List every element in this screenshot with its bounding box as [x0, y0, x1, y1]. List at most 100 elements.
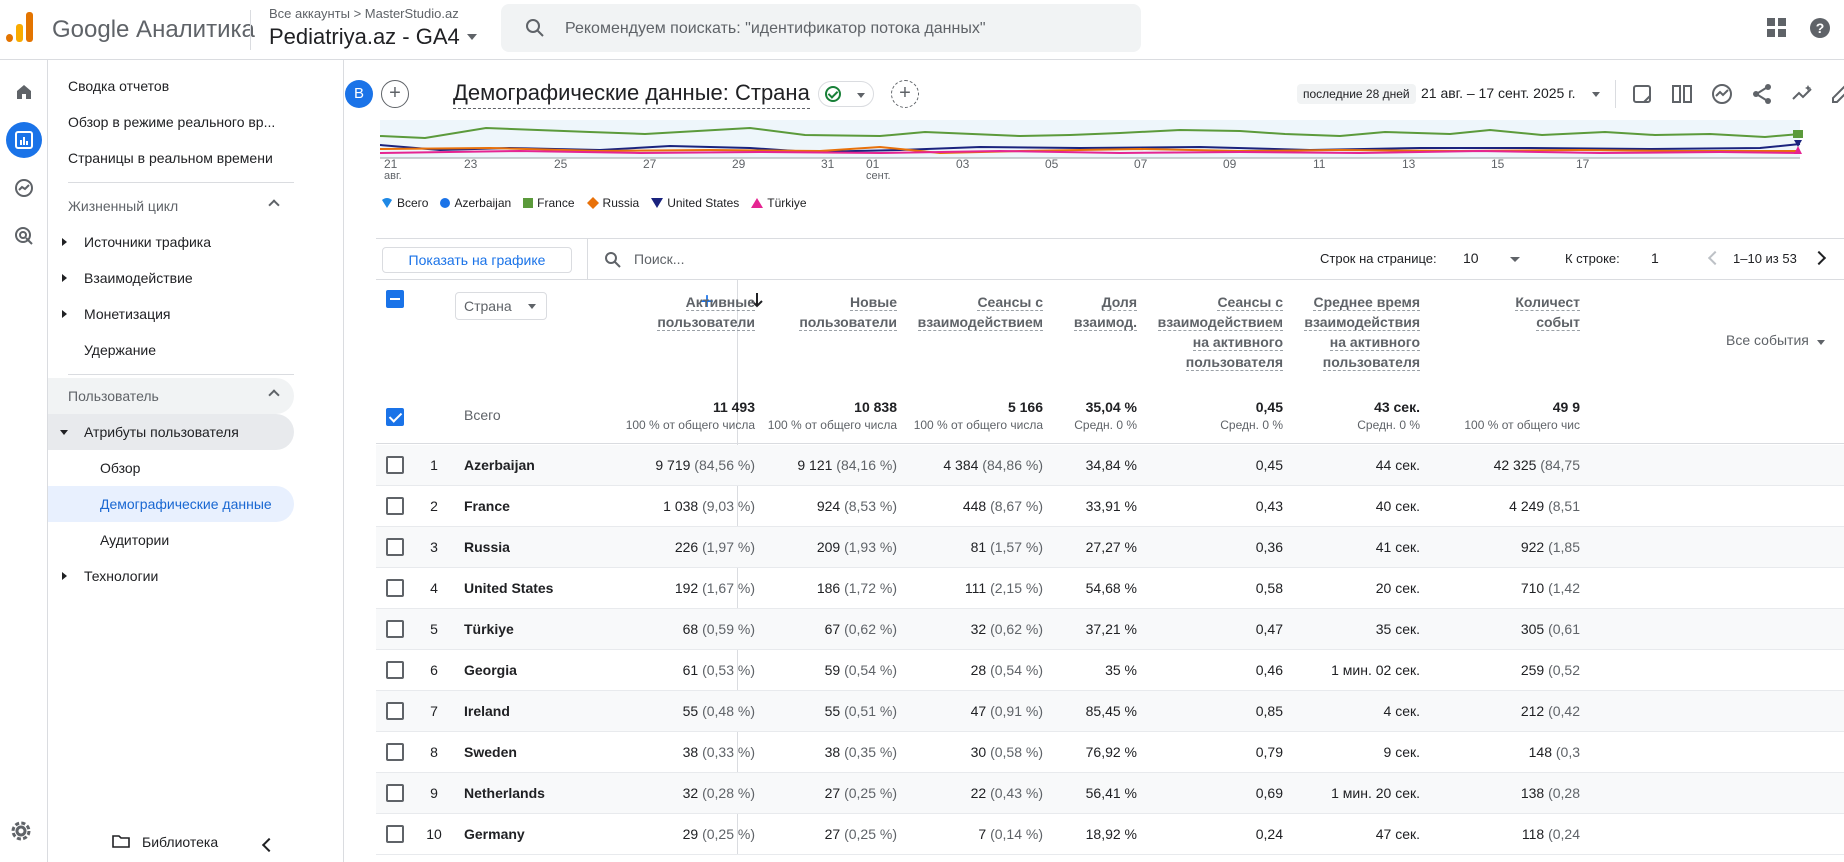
account-breadcrumb[interactable]: Все аккаунты > MasterStudio.az: [269, 6, 459, 21]
country-name[interactable]: France: [464, 498, 510, 514]
table-search-input[interactable]: Поиск...: [634, 251, 685, 267]
table-row[interactable]: 7 Ireland 55 (0,48 %) 55 (0,51 %) 47 (0,91 %…: [376, 691, 1844, 732]
nav-engagement[interactable]: Взаимодействие: [48, 260, 294, 296]
totals-checkbox[interactable]: [386, 408, 404, 426]
trend-sparkle-icon[interactable]: [1790, 82, 1814, 106]
comparison-avatar[interactable]: B: [345, 80, 373, 108]
insights-icon[interactable]: [1710, 82, 1734, 106]
legend-item[interactable]: Russia: [586, 196, 639, 210]
legend-item[interactable]: Azerbaijan: [440, 196, 511, 210]
add-comparison-button[interactable]: +: [381, 80, 409, 108]
chevron-down-icon[interactable]: [1592, 92, 1600, 97]
column-header[interactable]: Среднее время взаимодействия на активного п…: [1304, 292, 1420, 372]
prev-page-icon[interactable]: [1707, 250, 1723, 266]
table-row[interactable]: 10 Germany 29 (0,25 %) 27 (0,25 %) 7 (0,14 %…: [376, 814, 1844, 855]
metric-cell: 59 (0,54 %): [825, 662, 897, 678]
property-selector[interactable]: Pediatriya.az - GA4: [269, 24, 460, 49]
country-name[interactable]: Georgia: [464, 662, 517, 678]
nav-user-attributes[interactable]: Атрибуты пользователя: [48, 414, 294, 450]
nav-realtime-overview[interactable]: Обзор в режиме реального вр...: [48, 104, 294, 140]
events-select[interactable]: Все события: [1726, 332, 1825, 348]
page-title[interactable]: Демографические данные: Страна: [453, 80, 810, 109]
legend-item[interactable]: Всего: [381, 196, 428, 210]
row-checkbox[interactable]: [386, 702, 404, 720]
row-checkbox[interactable]: [386, 661, 404, 679]
row-checkbox[interactable]: [386, 784, 404, 802]
nav-monetization[interactable]: Монетизация: [48, 296, 294, 332]
app-title[interactable]: Google Аналитика: [52, 16, 255, 43]
table-row[interactable]: 2 France 1 038 (9,03 %) 924 (8,53 %) 448 (8,…: [376, 486, 1844, 527]
reports-icon[interactable]: [6, 122, 42, 158]
column-header[interactable]: Количест событ: [1515, 292, 1580, 332]
row-checkbox[interactable]: [386, 743, 404, 761]
table-row[interactable]: 9 Netherlands 32 (0,28 %) 27 (0,25 %) 22 (0,…: [376, 773, 1844, 814]
line-chart[interactable]: [380, 120, 1844, 160]
nav-section-user[interactable]: Пользователь: [48, 378, 294, 414]
country-name[interactable]: Netherlands: [464, 785, 545, 801]
table-row[interactable]: 5 Türkiye 68 (0,59 %) 67 (0,62 %) 32 (0,62 %…: [376, 609, 1844, 650]
country-name[interactable]: Türkiye: [464, 621, 514, 637]
chevron-down-icon[interactable]: [1510, 257, 1520, 262]
table-row[interactable]: 1 Azerbaijan 9 719 (84,56 %) 9 121 (84,16 %…: [376, 445, 1844, 486]
nav-reports-snapshot[interactable]: Сводка отчетов: [48, 68, 294, 104]
select-all-checkbox[interactable]: [386, 290, 404, 308]
nav-retention[interactable]: Удержание: [48, 332, 294, 368]
legend-item[interactable]: Türkiye: [751, 196, 807, 210]
column-header[interactable]: Доля взаимод.: [1073, 292, 1137, 332]
country-name[interactable]: Ireland: [464, 703, 510, 719]
table-row[interactable]: 4 United States 192 (1,67 %) 186 (1,72 %) 11…: [376, 568, 1844, 609]
date-range[interactable]: 21 авг. – 17 сент. 2025 г.: [1421, 85, 1576, 101]
country-name[interactable]: Azerbaijan: [464, 457, 535, 473]
next-page-icon[interactable]: [1811, 250, 1827, 266]
advertising-icon[interactable]: [6, 218, 42, 254]
column-header[interactable]: Сеансы с взаимодействием: [917, 292, 1043, 332]
column-header[interactable]: Активные пользователи: [657, 292, 755, 332]
nav-acquisition[interactable]: Источники трафика: [48, 224, 294, 260]
country-name[interactable]: Germany: [464, 826, 525, 842]
add-filter-button[interactable]: +: [891, 80, 919, 108]
collapse-nav-chevron-icon[interactable]: [261, 837, 277, 853]
apps-grid-icon[interactable]: [1767, 18, 1787, 38]
dimension-select[interactable]: Страна: [455, 292, 547, 320]
help-icon[interactable]: ?: [1810, 18, 1830, 38]
rows-per-page-select[interactable]: 10: [1463, 250, 1479, 266]
row-checkbox[interactable]: [386, 825, 404, 843]
compare-icon[interactable]: [1670, 82, 1694, 106]
country-name[interactable]: Russia: [464, 539, 510, 555]
goto-row-input[interactable]: 1: [1651, 250, 1659, 266]
plot-rows-button[interactable]: Показать на графике: [382, 247, 572, 273]
row-checkbox[interactable]: [386, 620, 404, 638]
nav-demographic-details[interactable]: Демографические данные: [48, 486, 294, 522]
country-name[interactable]: United States: [464, 580, 554, 596]
analytics-logo-icon[interactable]: [6, 12, 34, 42]
customize-report-icon[interactable]: [1630, 82, 1654, 106]
nav-audiences[interactable]: Аудитории: [48, 522, 294, 558]
nav-section-lifecycle[interactable]: Жизненный цикл: [48, 188, 294, 224]
nav-attributes-overview[interactable]: Обзор: [48, 450, 294, 486]
column-header[interactable]: Сеансы с взаимодействием на активного польз…: [1157, 292, 1283, 372]
settings-gear-icon[interactable]: [10, 820, 32, 847]
row-checkbox[interactable]: [386, 497, 404, 515]
table-row[interactable]: 6 Georgia 61 (0,53 %) 59 (0,54 %) 28 (0,54 %…: [376, 650, 1844, 691]
share-icon[interactable]: [1750, 82, 1774, 106]
country-name[interactable]: Sweden: [464, 744, 517, 760]
home-icon[interactable]: [6, 74, 42, 110]
nav-realtime-pages[interactable]: Страницы в реальном времени: [48, 140, 294, 176]
chevron-down-icon[interactable]: [467, 34, 477, 40]
explore-icon[interactable]: [6, 170, 42, 206]
status-badge[interactable]: [818, 81, 874, 107]
sort-arrow-down-icon[interactable]: [750, 292, 764, 308]
add-dimension-button[interactable]: +: [700, 288, 715, 315]
date-preset-label[interactable]: последние 28 дней: [1297, 84, 1416, 104]
table-row[interactable]: 8 Sweden 38 (0,33 %) 38 (0,35 %) 30 (0,58 %)…: [376, 732, 1844, 773]
row-checkbox[interactable]: [386, 579, 404, 597]
legend-item[interactable]: France: [523, 196, 575, 210]
table-row[interactable]: 3 Russia 226 (1,97 %) 209 (1,93 %) 81 (1,57 …: [376, 527, 1844, 568]
row-checkbox[interactable]: [386, 538, 404, 556]
column-header[interactable]: Новые пользователи: [799, 292, 897, 332]
search-input[interactable]: Рекомендуем поискать: "идентификатор пот…: [501, 4, 1141, 52]
legend-item[interactable]: United States: [651, 196, 739, 210]
edit-pencil-icon[interactable]: [1829, 82, 1844, 106]
row-checkbox[interactable]: [386, 456, 404, 474]
nav-tech[interactable]: Технологии: [48, 558, 294, 594]
